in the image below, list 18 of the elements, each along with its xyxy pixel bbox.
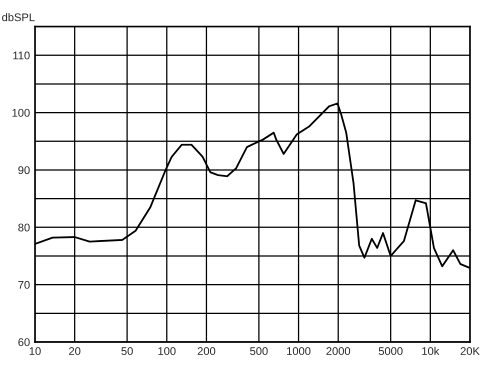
x-tick-label: 5000 bbox=[378, 347, 403, 356]
x-tick-label: 10 bbox=[30, 347, 41, 356]
y-tick-label: 60 bbox=[18, 338, 30, 346]
y-tick-label: 70 bbox=[18, 280, 30, 289]
y-axis-title: dbSPL bbox=[2, 13, 35, 22]
x-tick-label: 2000 bbox=[326, 347, 350, 356]
y-tick-label: 110 bbox=[13, 52, 30, 60]
x-tick-label: 200 bbox=[198, 347, 216, 356]
y-tick-label: 90 bbox=[18, 166, 30, 174]
x-tick-label: 500 bbox=[250, 347, 268, 356]
x-tick-label: 1000 bbox=[287, 347, 310, 356]
x-tick-label: 20 bbox=[69, 347, 80, 356]
y-tick-label: 100 bbox=[12, 108, 30, 117]
y-tick-label: 80 bbox=[18, 224, 30, 232]
x-tick-label: 10k bbox=[422, 346, 440, 356]
x-tick-label: 50 bbox=[121, 347, 133, 356]
x-tick-label: 20K bbox=[460, 347, 480, 356]
x-tick-label: 100 bbox=[158, 347, 176, 356]
